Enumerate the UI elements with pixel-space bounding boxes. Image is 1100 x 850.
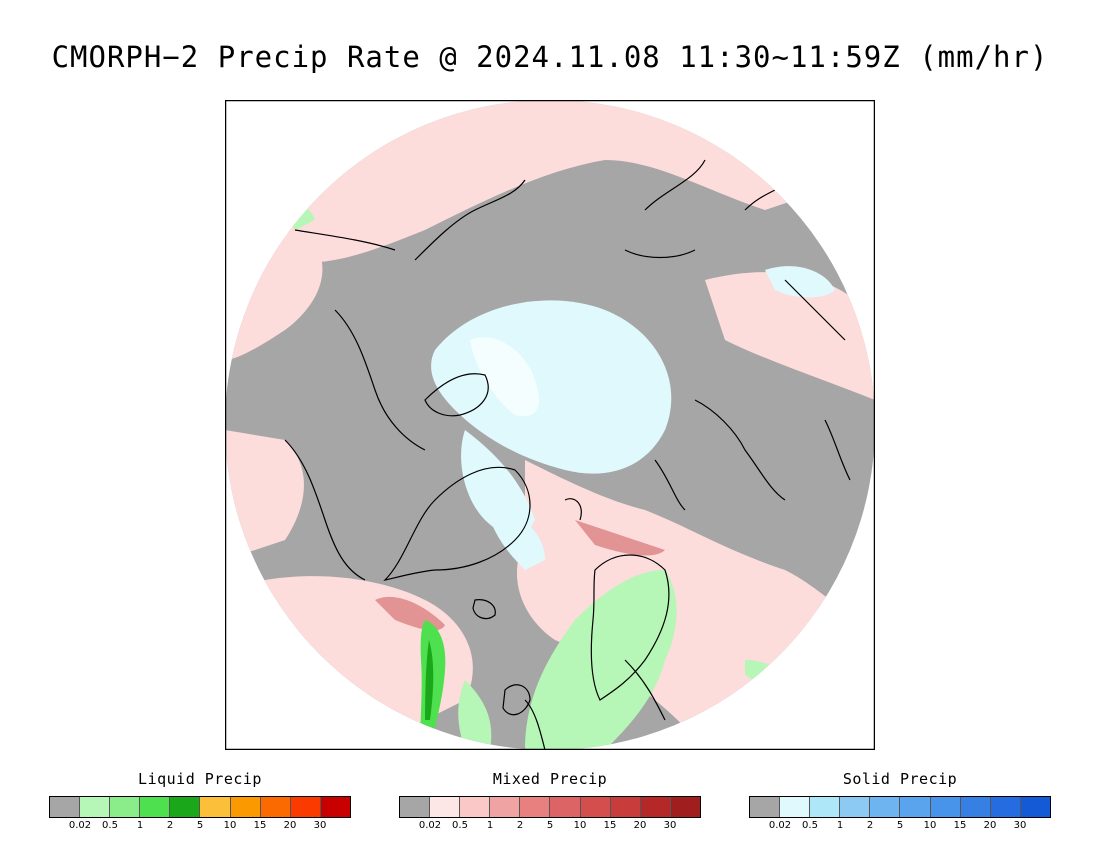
legend-tick-label: 2 [516, 820, 524, 831]
legend-swatch [520, 797, 551, 817]
legend-swatch [430, 797, 461, 817]
legend-swatch [260, 797, 291, 817]
legend-liquid-precip: Liquid Precip 0.02 0.5 1 2 5 10 15 20 30 [49, 770, 351, 834]
legend-ticks: 0.02 0.5 1 2 5 10 15 20 30 [749, 820, 1051, 834]
legend-swatch [460, 797, 491, 817]
legend-tick-label: 0.5 [452, 820, 468, 831]
legend-tick-label: 15 [253, 820, 267, 831]
map-border [225, 100, 875, 750]
legend-ticks: 0.02 0.5 1 2 5 10 15 20 30 [49, 820, 351, 834]
legend-swatch [140, 797, 171, 817]
legend-swatch [230, 797, 261, 817]
legend-tick-label: 10 [573, 820, 587, 831]
legend-swatch [930, 797, 961, 817]
legend-swatch [580, 797, 611, 817]
legend-swatch [840, 797, 871, 817]
legend-swatch [780, 797, 811, 817]
legend-swatch [320, 797, 350, 817]
legend-title: Mixed Precip [492, 770, 608, 788]
precip-field [225, 100, 875, 750]
legend-swatch [400, 797, 431, 817]
legend-swatch [550, 797, 581, 817]
legend-tick-label: 5 [546, 820, 554, 831]
legend-tick-label: 0.02 [768, 820, 792, 831]
legend-swatch [810, 797, 841, 817]
legend-tick-label: 1 [836, 820, 844, 831]
legend-swatch [960, 797, 991, 817]
legend-tick-label: 30 [313, 820, 327, 831]
legend-swatch [640, 797, 671, 817]
legend-title: Solid Precip [842, 770, 958, 788]
legend-tick-label: 2 [866, 820, 874, 831]
legend-swatch [80, 797, 111, 817]
legend-tick-label: 0.5 [802, 820, 818, 831]
legend-tick-label: 15 [603, 820, 617, 831]
map-title: CMORPH−2 Precip Rate @ 2024.11.08 11:30~… [51, 40, 1049, 74]
legend-color-bar [49, 796, 351, 818]
legend-swatch [670, 797, 700, 817]
legend-tick-label: 5 [896, 820, 904, 831]
legend-tick-label: 15 [953, 820, 967, 831]
legend-ticks: 0.02 0.5 1 2 5 10 15 20 30 [399, 820, 701, 834]
legend-tick-label: 30 [1013, 820, 1027, 831]
legend-swatch [200, 797, 231, 817]
legend-tick-label: 10 [223, 820, 237, 831]
legend-color-bar [399, 796, 701, 818]
legend-tick-label: 20 [983, 820, 997, 831]
coastlines [284, 159, 851, 750]
legend-tick-label: 30 [663, 820, 677, 831]
legend-tick-label: 1 [486, 820, 494, 831]
legend-swatch [1020, 797, 1050, 817]
solid-precip-core [470, 337, 539, 417]
legend-swatch [170, 797, 201, 817]
legend-tick-label: 20 [633, 820, 647, 831]
legend-tick-label: 20 [283, 820, 297, 831]
legend-tick-label: 10 [923, 820, 937, 831]
legend-swatch [900, 797, 931, 817]
legend-color-bar [749, 796, 1051, 818]
legend-title: Liquid Precip [138, 770, 262, 788]
legend-tick-label: 2 [166, 820, 174, 831]
legend-swatch [110, 797, 141, 817]
legend-tick-label: 0.02 [68, 820, 92, 831]
legend-swatch [870, 797, 901, 817]
legend-tick-label: 0.02 [418, 820, 442, 831]
legend-swatch [50, 797, 81, 817]
legend-swatch [490, 797, 521, 817]
legend-tick-label: 0.5 [102, 820, 118, 831]
legend-swatch [610, 797, 641, 817]
precip-map [225, 100, 875, 750]
legend-swatch [290, 797, 321, 817]
legend-swatch [750, 797, 781, 817]
legend-tick-label: 1 [136, 820, 144, 831]
legend-solid-precip: Solid Precip 0.02 0.5 1 2 5 10 15 20 30 [749, 770, 1051, 834]
liquid-heavy-band [420, 620, 446, 750]
legend-tick-label: 5 [196, 820, 204, 831]
legend-mixed-precip: Mixed Precip 0.02 0.5 1 2 5 10 15 20 30 [399, 770, 701, 834]
legend-swatch [990, 797, 1021, 817]
